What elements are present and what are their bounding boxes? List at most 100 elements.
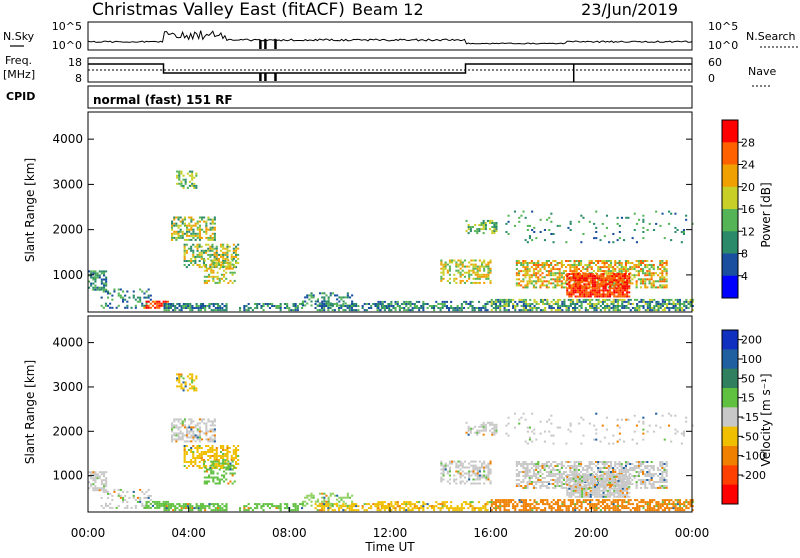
power-cell — [563, 264, 565, 266]
velocity-cell — [472, 469, 474, 471]
velocity-cell — [628, 476, 630, 478]
velocity-cell — [544, 509, 546, 511]
power-cell — [591, 307, 593, 309]
power-cell — [472, 268, 474, 270]
power-cell — [555, 309, 557, 311]
velocity-cell — [227, 483, 229, 485]
power-cell — [280, 303, 282, 305]
velocity-cell — [197, 428, 199, 430]
power-cell — [583, 293, 585, 295]
velocity-cell — [451, 461, 453, 463]
velocity-cell — [594, 488, 596, 490]
velocity-cell — [208, 481, 210, 483]
power-cell — [180, 217, 182, 219]
power-cell — [574, 303, 576, 305]
power-cell — [476, 232, 478, 234]
power-cell — [546, 270, 548, 272]
power-cell — [581, 285, 583, 287]
velocity-cell — [174, 507, 176, 509]
power-cell — [601, 260, 603, 262]
power-cell — [148, 289, 150, 291]
power-cell — [109, 307, 111, 309]
power-cell — [593, 270, 595, 272]
power-cell — [559, 274, 561, 276]
power-cell — [645, 309, 647, 311]
velocity-cell — [625, 467, 627, 469]
velocity-cell — [570, 478, 572, 480]
velocity-cell — [581, 478, 583, 480]
velocity-cell — [626, 494, 628, 496]
velocity-cell — [219, 481, 221, 483]
power-cell — [600, 275, 602, 277]
power-cell — [594, 275, 596, 277]
power-cell — [215, 282, 217, 284]
velocity-cell — [220, 465, 222, 467]
velocity-cell — [643, 507, 645, 509]
velocity-cell — [651, 461, 653, 463]
velocity-cell — [604, 471, 606, 473]
power-cell — [232, 272, 234, 274]
velocity-cell — [666, 471, 668, 473]
velocity-cell — [553, 503, 555, 505]
velocity-cell — [644, 485, 646, 487]
power-cell — [527, 303, 529, 305]
power-cell — [484, 303, 486, 305]
power-cell — [527, 274, 529, 276]
power-cell — [579, 281, 581, 283]
velocity-cell — [566, 490, 568, 492]
velocity-cell — [598, 494, 600, 496]
power-cell — [575, 283, 577, 285]
power-cell — [629, 262, 631, 264]
velocity-cell — [226, 507, 228, 509]
power-cell — [191, 175, 193, 177]
power-cell — [546, 219, 548, 221]
velocity-cell — [447, 471, 449, 473]
power-cell — [677, 229, 679, 231]
velocity-cell — [191, 379, 193, 381]
power-cell — [535, 272, 537, 274]
power-cell — [569, 266, 571, 268]
nsearch-label: N.Search — [746, 30, 796, 43]
velocity-cell — [232, 469, 234, 471]
power-cell — [444, 303, 446, 305]
power-cell — [600, 305, 602, 307]
power-cell — [193, 183, 195, 185]
velocity-cell — [343, 497, 345, 499]
velocity-cell — [533, 475, 535, 477]
power-cell — [592, 279, 594, 281]
velocity-cell — [325, 505, 327, 507]
power-cell — [94, 270, 96, 272]
power-cell — [544, 266, 546, 268]
power-cell — [655, 223, 657, 225]
power-cell — [566, 283, 568, 285]
velocity-cell — [508, 509, 510, 511]
power-cell — [514, 305, 516, 307]
velocity-cell — [598, 501, 600, 503]
power-cell — [199, 252, 201, 254]
power-cell — [384, 305, 386, 307]
velocity-cell — [340, 505, 342, 507]
power-cell — [306, 294, 308, 296]
velocity-cell — [615, 482, 617, 484]
power-cell — [533, 262, 535, 264]
power-cell — [585, 296, 587, 298]
power-cell — [594, 283, 596, 285]
power-cell — [105, 291, 107, 293]
power-cell — [202, 307, 204, 309]
power-cell — [566, 275, 568, 277]
velocity-cell — [527, 503, 529, 505]
velocity-cell — [462, 463, 464, 465]
velocity-cell — [468, 426, 470, 428]
velocity-cell — [623, 501, 625, 503]
power-cell — [388, 305, 390, 307]
power-cell — [481, 266, 483, 268]
velocity-cell — [590, 490, 592, 492]
power-cell — [519, 301, 521, 303]
power-cell — [600, 273, 602, 275]
power-cell — [619, 231, 621, 233]
velocity-cell — [215, 509, 217, 511]
velocity-cell — [550, 465, 552, 467]
power-cell — [311, 301, 313, 303]
power-cell — [570, 293, 572, 295]
velocity-cell — [101, 471, 103, 473]
